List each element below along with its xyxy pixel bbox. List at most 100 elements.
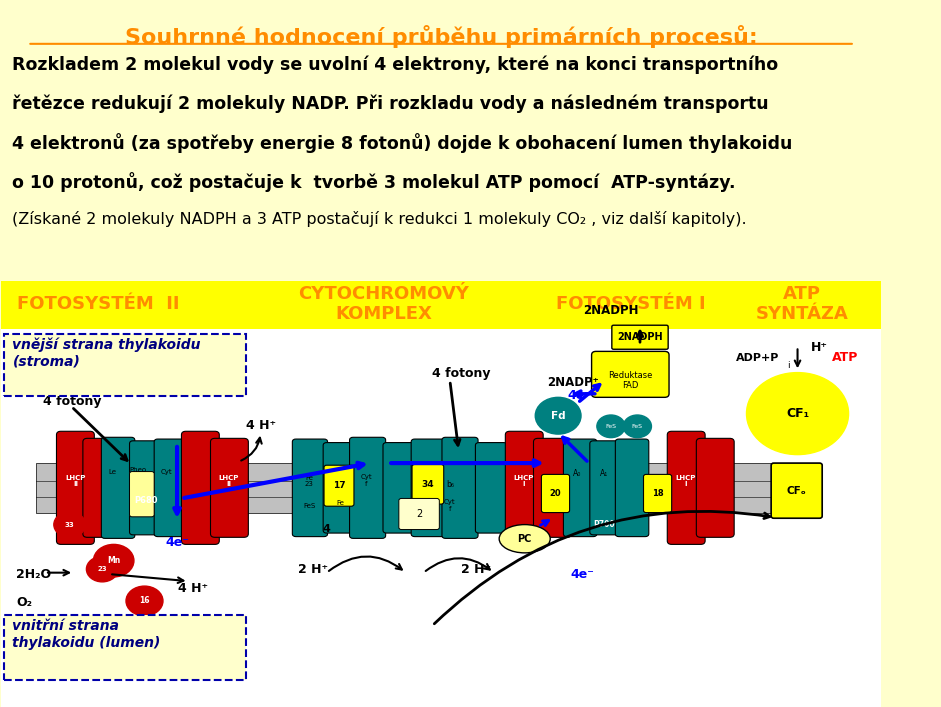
- Text: P700: P700: [593, 520, 614, 529]
- FancyBboxPatch shape: [323, 443, 355, 533]
- FancyBboxPatch shape: [56, 431, 94, 544]
- Text: Fd: Fd: [550, 411, 566, 421]
- Text: 2NADP⁺: 2NADP⁺: [548, 376, 599, 389]
- FancyBboxPatch shape: [592, 351, 669, 397]
- Text: 2 H⁺: 2 H⁺: [298, 563, 328, 575]
- Text: 18: 18: [652, 489, 663, 498]
- Text: vnitřní strana
thylakoidu (lumen): vnitřní strana thylakoidu (lumen): [12, 619, 161, 650]
- Text: 2H₂O: 2H₂O: [16, 568, 51, 580]
- FancyBboxPatch shape: [83, 438, 120, 537]
- FancyBboxPatch shape: [612, 325, 668, 349]
- FancyBboxPatch shape: [349, 437, 386, 539]
- Text: PC: PC: [518, 534, 532, 544]
- FancyBboxPatch shape: [696, 438, 734, 537]
- FancyBboxPatch shape: [505, 431, 543, 544]
- Text: (Získané 2 molekuly NADPH a 3 ATP postačují k redukci 1 molekuly CO₂ , viz další: (Získané 2 molekuly NADPH a 3 ATP postač…: [11, 211, 746, 227]
- Text: Mn: Mn: [107, 556, 120, 565]
- Text: 34: 34: [422, 480, 434, 489]
- Text: ADP+P: ADP+P: [736, 353, 779, 363]
- FancyBboxPatch shape: [383, 443, 415, 533]
- Text: LHCP
I: LHCP I: [676, 475, 696, 486]
- FancyBboxPatch shape: [130, 472, 154, 517]
- Circle shape: [597, 415, 625, 438]
- Text: ATP: ATP: [832, 351, 858, 364]
- Text: FOTOSYSTÉM I: FOTOSYSTÉM I: [555, 295, 705, 313]
- Circle shape: [93, 544, 134, 577]
- Text: 17: 17: [333, 481, 345, 490]
- Circle shape: [535, 397, 581, 434]
- Text: A₁: A₁: [599, 469, 608, 478]
- Text: o 10 protonů, což postačuje k  tvorbě 3 molekul ATP pomocí  ATP-syntázy.: o 10 protonů, což postačuje k tvorbě 3 m…: [11, 172, 735, 192]
- Text: Souhrnné hodnocení průběhu primárních procesů:: Souhrnné hodnocení průběhu primárních pr…: [125, 25, 758, 48]
- Text: 4e⁻: 4e⁻: [566, 390, 591, 402]
- Text: 2 H⁺: 2 H⁺: [461, 563, 491, 575]
- Text: 4 fotony: 4 fotony: [432, 367, 491, 380]
- Text: CFₒ: CFₒ: [787, 486, 806, 496]
- Text: FeS: FeS: [605, 423, 616, 429]
- FancyBboxPatch shape: [211, 438, 248, 537]
- FancyBboxPatch shape: [644, 474, 672, 513]
- FancyBboxPatch shape: [411, 439, 446, 537]
- Text: Cyt
f: Cyt f: [360, 474, 372, 487]
- FancyBboxPatch shape: [1, 0, 881, 311]
- FancyBboxPatch shape: [324, 465, 354, 506]
- Text: Cyt: Cyt: [161, 469, 172, 475]
- FancyBboxPatch shape: [1, 281, 881, 329]
- FancyBboxPatch shape: [182, 431, 219, 544]
- Text: A₀: A₀: [573, 469, 582, 478]
- Text: 16: 16: [139, 597, 150, 605]
- FancyBboxPatch shape: [534, 438, 571, 537]
- Text: 20: 20: [550, 489, 562, 498]
- Text: FeS: FeS: [631, 423, 643, 429]
- Text: CF₁: CF₁: [786, 407, 809, 420]
- Text: vnější strana thylakoidu
(stroma): vnější strana thylakoidu (stroma): [12, 338, 201, 368]
- FancyBboxPatch shape: [130, 441, 161, 534]
- Text: Pheo: Pheo: [129, 467, 146, 473]
- Text: H⁺: H⁺: [811, 341, 828, 354]
- FancyBboxPatch shape: [442, 437, 478, 539]
- FancyBboxPatch shape: [771, 463, 822, 518]
- FancyBboxPatch shape: [590, 441, 621, 534]
- Text: 4 H⁺: 4 H⁺: [178, 583, 208, 595]
- Text: 4: 4: [323, 524, 330, 534]
- Text: 4e⁻: 4e⁻: [570, 568, 594, 580]
- Ellipse shape: [499, 525, 550, 553]
- Text: LHCP
II: LHCP II: [65, 475, 86, 486]
- FancyBboxPatch shape: [541, 474, 569, 513]
- Circle shape: [126, 586, 163, 616]
- Text: P680: P680: [135, 496, 158, 505]
- Text: LHCP
II: LHCP II: [219, 475, 239, 486]
- Text: FeS: FeS: [303, 503, 315, 508]
- FancyBboxPatch shape: [399, 498, 439, 530]
- Text: CYTOCHROMOVÝ
KOMPLEX: CYTOCHROMOVÝ KOMPLEX: [298, 285, 470, 323]
- Text: 4 H⁺: 4 H⁺: [246, 419, 276, 432]
- FancyBboxPatch shape: [475, 443, 507, 533]
- Text: 2: 2: [416, 509, 423, 519]
- Text: O₂: O₂: [16, 596, 32, 609]
- Text: LHCP
I: LHCP I: [514, 475, 534, 486]
- FancyBboxPatch shape: [412, 464, 444, 504]
- Text: Cyt
f: Cyt f: [444, 499, 455, 512]
- FancyBboxPatch shape: [37, 463, 802, 513]
- Text: ATP
SYNTÁZA: ATP SYNTÁZA: [756, 285, 849, 323]
- FancyBboxPatch shape: [102, 437, 135, 539]
- Text: Reduktase
FAD: Reduktase FAD: [608, 371, 652, 390]
- Text: 33: 33: [65, 522, 74, 527]
- Text: 23: 23: [98, 566, 107, 572]
- FancyBboxPatch shape: [4, 615, 246, 680]
- Circle shape: [746, 373, 849, 455]
- Circle shape: [623, 415, 651, 438]
- Text: Rozkladem 2 molekul vody se uvolní 4 elektrony, které na konci transportního: Rozkladem 2 molekul vody se uvolní 4 ele…: [11, 55, 777, 74]
- FancyBboxPatch shape: [154, 439, 189, 537]
- FancyBboxPatch shape: [1, 329, 881, 707]
- Text: FOTOSYSTÉM  II: FOTOSYSTÉM II: [17, 295, 179, 313]
- FancyBboxPatch shape: [4, 334, 246, 396]
- Text: Le: Le: [109, 469, 117, 475]
- Circle shape: [87, 556, 118, 582]
- Text: řetězce redukují 2 molekuly NADP. Při rozkladu vody a následném transportu: řetězce redukují 2 molekuly NADP. Při ro…: [11, 94, 768, 112]
- Text: 2NADPH: 2NADPH: [583, 305, 639, 317]
- Text: 4e⁻: 4e⁻: [165, 536, 189, 549]
- Text: 4 fotony: 4 fotony: [43, 395, 102, 408]
- Text: b₆: b₆: [446, 480, 454, 489]
- FancyBboxPatch shape: [564, 439, 597, 537]
